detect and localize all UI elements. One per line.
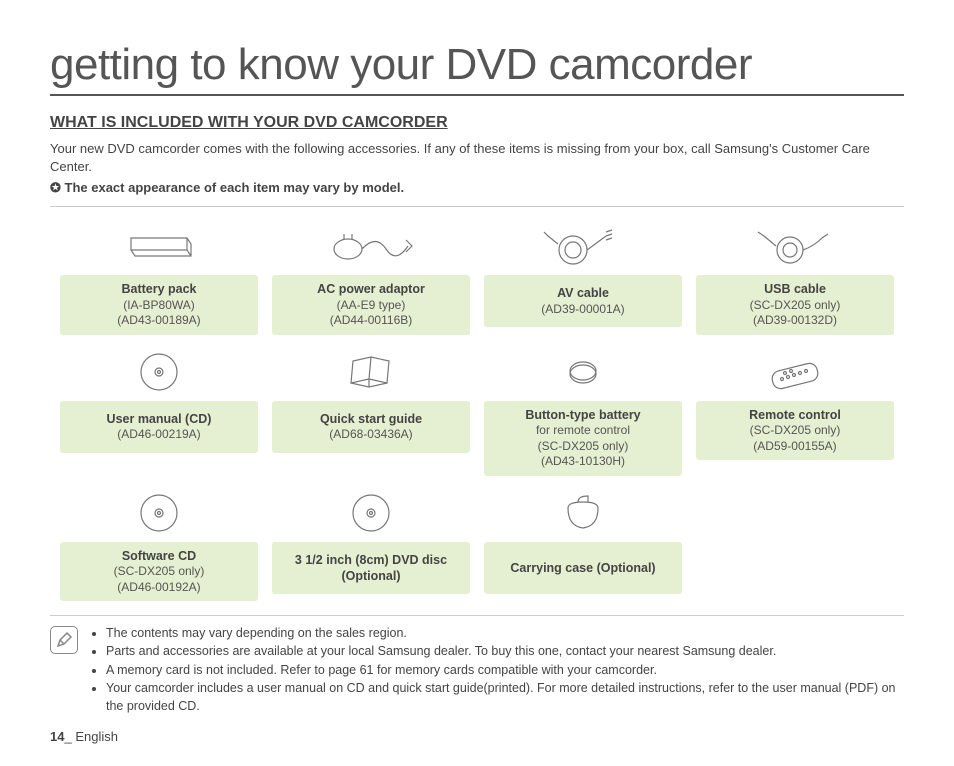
bullet: A memory card is not included. Refer to … <box>106 661 904 679</box>
item-line: (AD43-00189A) <box>64 313 254 329</box>
item-software-cd: Software CD (SC-DX205 only) (AD46-00192A… <box>60 488 258 601</box>
page-title: getting to know your DVD camcorder <box>50 40 904 96</box>
item-line: (AD44-00116B) <box>276 313 466 329</box>
appearance-note: ✪ The exact appearance of each item may … <box>50 180 904 196</box>
item-title: User manual (CD) <box>64 411 254 427</box>
item-line: (AD39-00001A) <box>488 302 678 318</box>
bullet: Parts and accessories are available at y… <box>106 642 904 660</box>
item-remote-control: Remote control (SC-DX205 only) (AD59-001… <box>696 347 894 476</box>
page-sep: _ <box>64 729 75 744</box>
item-carrying-case: Carrying case (Optional) <box>484 488 682 601</box>
pencil-note-icon <box>50 626 78 654</box>
footer-note: The contents may vary depending on the s… <box>50 624 904 715</box>
item-ac-adaptor: AC power adaptor (AA-E9 type) (AD44-0011… <box>272 221 470 334</box>
button-battery-icon <box>484 347 682 397</box>
item-line: (AA-E9 type) <box>276 298 466 314</box>
item-line: (AD43-10130H) <box>488 454 678 470</box>
page-number: 14 <box>50 729 64 744</box>
item-title: AC power adaptor <box>276 281 466 297</box>
item-title: Carrying case (Optional) <box>488 560 678 576</box>
item-user-manual-cd: User manual (CD) (AD46-00219A) <box>60 347 258 476</box>
item-title: 3 1/2 inch (8cm) DVD disc (Optional) <box>276 552 466 585</box>
item-line: (AD46-00192A) <box>64 580 254 596</box>
cd-icon <box>60 347 258 397</box>
item-line: (IA-BP80WA) <box>64 298 254 314</box>
item-title: Remote control <box>700 407 890 423</box>
page-footer: 14_ English <box>50 729 904 744</box>
item-battery-pack: Battery pack (IA-BP80WA) (AD43-00189A) <box>60 221 258 334</box>
item-title: USB cable <box>700 281 890 297</box>
accessories-grid: Battery pack (IA-BP80WA) (AD43-00189A) A… <box>50 206 904 616</box>
item-title: Button-type battery <box>488 407 678 423</box>
item-av-cable: AV cable (AD39-00001A) <box>484 221 682 334</box>
case-icon <box>484 488 682 538</box>
item-dvd-disc: 3 1/2 inch (8cm) DVD disc (Optional) <box>272 488 470 601</box>
intro-text: Your new DVD camcorder comes with the fo… <box>50 140 904 176</box>
bullet: The contents may vary depending on the s… <box>106 624 904 642</box>
item-quick-start: Quick start guide (AD68-03436A) <box>272 347 470 476</box>
item-usb-cable: USB cable (SC-DX205 only) (AD39-00132D) <box>696 221 894 334</box>
remote-icon <box>696 347 894 397</box>
item-line: (AD68-03436A) <box>276 427 466 443</box>
page-lang: English <box>75 729 118 744</box>
item-line: (SC-DX205 only) <box>700 298 890 314</box>
item-line: (AD59-00155A) <box>700 439 890 455</box>
item-title: AV cable <box>488 285 678 301</box>
av-cable-icon <box>484 221 682 271</box>
item-line: (SC-DX205 only) <box>488 439 678 455</box>
battery-pack-icon <box>60 221 258 271</box>
ac-adaptor-icon <box>272 221 470 271</box>
item-line: (SC-DX205 only) <box>64 564 254 580</box>
item-line: (AD46-00219A) <box>64 427 254 443</box>
usb-cable-icon <box>696 221 894 271</box>
item-title: Software CD <box>64 548 254 564</box>
item-line: (SC-DX205 only) <box>700 423 890 439</box>
item-line: for remote control <box>488 423 678 439</box>
bullet: Your camcorder includes a user manual on… <box>106 679 904 715</box>
item-title: Quick start guide <box>276 411 466 427</box>
cd-icon <box>60 488 258 538</box>
booklet-icon <box>272 347 470 397</box>
section-heading: WHAT IS INCLUDED WITH YOUR DVD CAMCORDER <box>50 114 904 132</box>
item-title: Battery pack <box>64 281 254 297</box>
cd-icon <box>272 488 470 538</box>
item-line: (AD39-00132D) <box>700 313 890 329</box>
item-button-battery: Button-type battery for remote control (… <box>484 347 682 476</box>
